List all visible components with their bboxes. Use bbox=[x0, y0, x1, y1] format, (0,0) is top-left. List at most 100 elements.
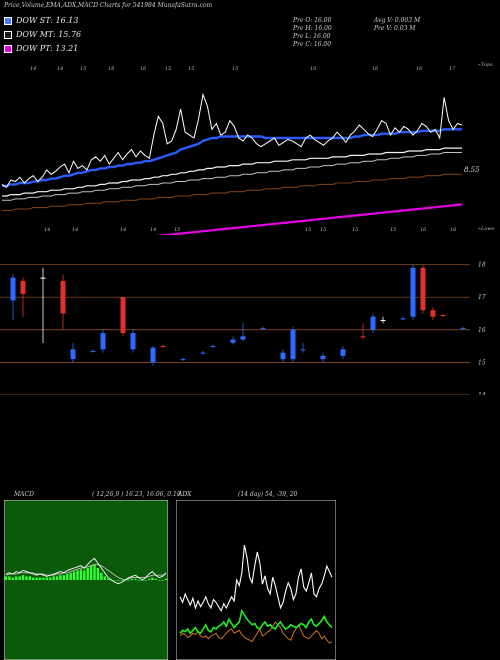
macd-histogram-bar bbox=[35, 577, 38, 580]
candle-body bbox=[240, 336, 246, 340]
macd-histogram-bar bbox=[4, 576, 8, 580]
candle-body bbox=[370, 316, 376, 330]
macd-histogram-bar bbox=[21, 575, 25, 580]
chart-header-title: Price,Volume,EMA,ADX,MACD Charts for 541… bbox=[4, 2, 213, 9]
top-date-label: 14 bbox=[30, 66, 36, 72]
bottom-date-label: 15 bbox=[352, 227, 358, 233]
series-ema-xlong bbox=[2, 173, 462, 212]
macd-histogram-bar bbox=[86, 568, 89, 580]
level-label-15: 15 bbox=[478, 359, 486, 366]
macd-histogram-bar bbox=[32, 577, 35, 580]
candle-body bbox=[410, 267, 416, 317]
legend-swatch-dow-mt bbox=[4, 30, 12, 39]
macd-histogram-bar bbox=[79, 569, 83, 580]
series-ema-short bbox=[2, 128, 462, 188]
candle-body bbox=[400, 318, 406, 320]
legend-swatch-dow-st bbox=[4, 16, 12, 25]
candle-body bbox=[300, 349, 306, 351]
bottom-date-label: 15 bbox=[390, 227, 396, 233]
candle-body bbox=[20, 280, 26, 294]
macd-histogram-bar bbox=[11, 577, 15, 580]
candle-body bbox=[360, 336, 366, 338]
legend-label-dow-pt: DOW PT: 13.21 bbox=[16, 44, 79, 53]
series-dow-pt bbox=[155, 203, 463, 235]
candle-body bbox=[380, 320, 386, 321]
macd-histogram-bar bbox=[144, 580, 147, 581]
legend-label-dow-st: DOW ST: 16.13 bbox=[16, 16, 79, 25]
top-date-label: 16 bbox=[310, 66, 317, 72]
lows-label: «Lows bbox=[478, 226, 495, 232]
macd-histogram-bar bbox=[38, 577, 42, 580]
price-ema-chart: 14 14 15 18 16 15 15 15 16 16 16 17 14 14 14 14 15 15 15 15… bbox=[1, 62, 495, 235]
candle-body bbox=[430, 310, 436, 317]
top-date-label: 15 bbox=[188, 66, 194, 72]
macd-chart bbox=[4, 500, 168, 660]
bottom-date-label: 15 bbox=[174, 227, 180, 233]
bottom-date-label: 16 bbox=[420, 227, 427, 233]
macd-background bbox=[4, 500, 168, 660]
top-date-label: 15 bbox=[232, 66, 238, 72]
series-close bbox=[1, 92, 463, 188]
candle-body bbox=[230, 339, 236, 343]
macd-histogram-bar bbox=[106, 578, 110, 580]
candle-body bbox=[200, 352, 206, 354]
candle-body bbox=[10, 277, 16, 301]
bottom-date-label: 15 bbox=[305, 227, 311, 233]
candle-body bbox=[100, 333, 106, 350]
adx-series-adx bbox=[179, 544, 333, 613]
candle-body bbox=[90, 350, 96, 352]
legend-dow-pt: DOW PT: 13.21 bbox=[4, 44, 78, 53]
top-date-label: 15 bbox=[80, 66, 86, 72]
macd-histogram-bar bbox=[15, 576, 18, 580]
macd-histogram-bar bbox=[137, 580, 140, 581]
candle-body bbox=[320, 355, 326, 360]
macd-histogram-bar bbox=[154, 578, 157, 580]
info-avg-volume: Avg V: 0.003 M bbox=[374, 17, 421, 24]
bottom-date-label: 14 bbox=[150, 227, 156, 233]
info-pre-close: Pre C: 16.00 bbox=[293, 41, 332, 48]
series-ema-medium bbox=[2, 147, 462, 197]
info-pre-low: Pre L: 16.00 bbox=[293, 33, 331, 40]
macd-histogram-bar bbox=[52, 576, 55, 580]
macd-histogram-bar bbox=[59, 575, 62, 580]
macd-histogram-bar bbox=[120, 580, 123, 581]
macd-histogram-bar bbox=[69, 572, 72, 580]
candle-body bbox=[160, 346, 166, 348]
candle-body bbox=[260, 328, 266, 330]
adx-series-minus-di bbox=[179, 621, 333, 644]
macd-histogram-bar bbox=[72, 571, 76, 580]
bottom-date-label: 14 bbox=[44, 227, 50, 233]
level-label-17: 17 bbox=[478, 294, 486, 301]
macd-histogram-bar bbox=[76, 570, 79, 580]
top-date-label: 14 bbox=[57, 66, 63, 72]
candle-body bbox=[340, 349, 346, 356]
top-date-label: 16 bbox=[140, 66, 147, 72]
series-ema-long bbox=[2, 152, 462, 201]
macd-histogram-bar bbox=[113, 580, 117, 581]
macd-histogram-bar bbox=[93, 564, 96, 580]
candle-body bbox=[420, 267, 426, 311]
candle-body bbox=[120, 297, 126, 334]
macd-params: ( 12,26,9 ) 16.23, 16.06, 0.19 bbox=[92, 491, 181, 498]
candle-body bbox=[70, 349, 76, 360]
tops-label: «Tops bbox=[478, 62, 493, 68]
macd-histogram-bar bbox=[89, 565, 93, 580]
macd-histogram-bar bbox=[100, 572, 103, 580]
info-pre-open: Pre O: 16.00 bbox=[293, 17, 332, 24]
macd-histogram-bar bbox=[157, 580, 161, 581]
legend-label-dow-mt: DOW MT: 15.76 bbox=[16, 30, 82, 39]
bottom-date-label: 14 bbox=[120, 227, 126, 233]
candle-body bbox=[280, 352, 286, 360]
candles-volume-chart: 18 17 16 15 14 bbox=[0, 262, 486, 395]
macd-histogram-bar bbox=[151, 577, 154, 580]
level-label-14: 14 bbox=[478, 392, 486, 395]
macd-histogram-bar bbox=[55, 576, 59, 580]
macd-histogram-bar bbox=[42, 577, 45, 580]
macd-histogram-bar bbox=[130, 578, 134, 580]
bottom-date-label: 14 bbox=[72, 227, 78, 233]
macd-histogram-bar bbox=[28, 576, 32, 580]
adx-series-plus-di bbox=[179, 608, 333, 635]
candle-body bbox=[210, 346, 216, 348]
adx-params: (14 day) 54, -39, 20 bbox=[238, 491, 298, 498]
candle-body bbox=[40, 277, 46, 279]
